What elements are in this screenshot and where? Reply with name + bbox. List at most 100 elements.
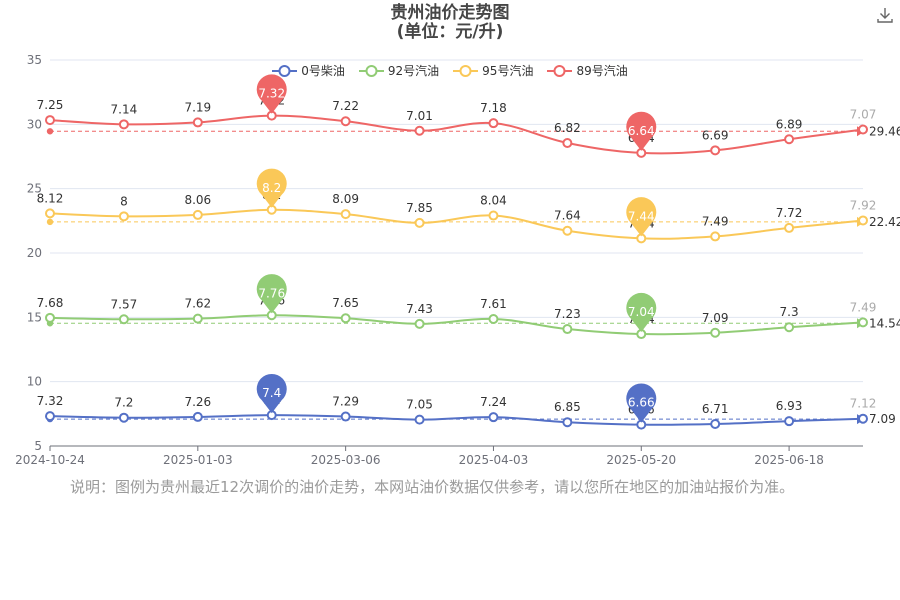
y-tick-label: 30: [27, 117, 42, 131]
pin-label: 6.66: [628, 396, 655, 410]
series-line: [49, 208, 864, 240]
data-label: 6.93: [776, 399, 803, 413]
data-label: 7.32: [37, 394, 64, 408]
pin-label: 7.76: [258, 286, 285, 300]
data-point: [192, 117, 203, 128]
avg-start-marker: [46, 128, 54, 135]
data-point: [488, 412, 499, 423]
data-point: [414, 414, 425, 425]
chart-title: 贵州油价走势图 (单位：元/升): [0, 4, 900, 42]
data-point: [784, 222, 795, 233]
pin-shape: [626, 197, 657, 237]
data-point: [45, 115, 55, 126]
data-label: 7.49: [702, 214, 729, 228]
legend-item[interactable]: 0号柴油: [270, 62, 347, 79]
data-point: [118, 412, 129, 423]
data-label: 7.29: [332, 395, 359, 409]
data-point: [45, 411, 55, 422]
data-label: 7.12: [850, 397, 877, 411]
data-label: 7.72: [776, 206, 803, 220]
data-label: 7.61: [480, 297, 507, 311]
legend-item[interactable]: 89号汽油: [545, 62, 629, 79]
data-point: [414, 318, 425, 329]
pin-label: 6.64: [628, 124, 655, 138]
data-label: 7.68: [37, 296, 64, 310]
data-label: 8: [120, 194, 128, 208]
x-tick-label: 2025-04-03: [459, 453, 529, 467]
pin-shape: [626, 383, 657, 423]
series-line: [49, 114, 864, 155]
data-label: 6.69: [702, 128, 729, 142]
download-icon[interactable]: [876, 6, 894, 24]
data-label: 7.26: [184, 395, 211, 409]
series-2: 22.428.1288.068.28.097.858.047.647.447.4…: [37, 188, 900, 244]
y-tick-label: 20: [27, 246, 42, 260]
data-point: [562, 324, 573, 335]
avg-start-marker: [46, 218, 54, 226]
chart-title-unit: (单位：元/升): [396, 22, 504, 42]
data-label: 6.82: [554, 121, 581, 135]
data-point: [562, 417, 573, 428]
x-tick-label: 2025-05-20: [606, 453, 676, 467]
legend-line-icon: [358, 64, 384, 77]
min-pin: 6.66: [626, 383, 657, 423]
pin-shape: [626, 292, 657, 333]
data-label: 7.14: [111, 102, 138, 116]
data-point: [710, 327, 721, 338]
data-label: 7.18: [480, 101, 507, 115]
data-point: [192, 209, 203, 220]
data-point: [414, 217, 425, 228]
max-pin: 7.32: [256, 74, 287, 114]
data-label: 7.2: [114, 396, 133, 410]
min-pin: 7.04: [626, 292, 657, 333]
y-tick-label: 25: [27, 182, 42, 196]
pin-shape: [256, 373, 287, 414]
y-tick-label: 15: [27, 310, 42, 324]
legend-label: 92号汽油: [387, 64, 440, 78]
chart-legend: 0号柴油 92号汽油 95号汽油 89号汽油: [0, 62, 900, 79]
avg-label: 7.09: [869, 412, 896, 426]
data-point: [710, 418, 721, 429]
data-point: [784, 322, 795, 333]
legend-line-icon: [272, 64, 298, 77]
data-label: 7.62: [184, 297, 211, 311]
max-pin: 7.4: [256, 373, 287, 414]
data-label: 7.92: [850, 198, 877, 212]
max-pin: 8.2: [256, 168, 287, 208]
max-pin: 7.76: [256, 274, 287, 314]
data-point: [784, 416, 795, 427]
data-label: 7.49: [850, 300, 877, 314]
legend-item[interactable]: 92号汽油: [357, 62, 441, 79]
data-point: [858, 317, 868, 328]
data-point: [488, 210, 499, 221]
data-label: 7.3: [780, 305, 799, 319]
data-point: [858, 413, 868, 424]
data-label: 7.65: [332, 296, 359, 310]
data-label: 8.04: [480, 194, 507, 208]
data-point: [562, 225, 573, 236]
pin-label: 7.44: [628, 209, 655, 223]
data-label: 7.01: [406, 109, 433, 123]
legend-label: 89号汽油: [576, 64, 628, 78]
data-point: [118, 314, 129, 325]
data-point: [414, 125, 425, 136]
data-label: 7.05: [406, 398, 433, 412]
min-pin: 7.44: [626, 197, 657, 237]
data-label: 8.09: [332, 192, 359, 206]
data-point: [858, 124, 868, 135]
data-point: [488, 314, 499, 325]
data-label: 7.25: [37, 98, 64, 112]
chart-title-main: 贵州油价走势图: [390, 3, 510, 23]
series-0: 7.097.327.27.267.47.297.057.246.856.666.…: [37, 393, 896, 430]
avg-label: 29.46: [869, 124, 900, 138]
pin-label: 7.32: [258, 87, 285, 101]
data-label: 6.71: [702, 402, 729, 416]
pin-label: 8.2: [262, 181, 281, 195]
data-point: [118, 119, 129, 130]
data-point: [192, 411, 203, 422]
y-tick-label: 10: [27, 375, 42, 389]
data-label: 8.12: [37, 191, 64, 205]
legend-item[interactable]: 95号汽油: [451, 62, 535, 79]
data-point: [340, 313, 351, 324]
